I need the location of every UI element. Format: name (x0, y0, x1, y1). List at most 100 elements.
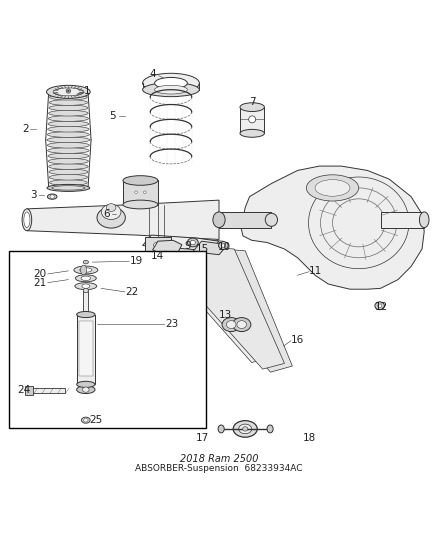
Ellipse shape (48, 153, 89, 159)
Text: 19: 19 (129, 256, 143, 266)
Text: 21: 21 (33, 278, 46, 288)
Ellipse shape (267, 425, 273, 433)
Ellipse shape (47, 132, 89, 138)
Text: 3: 3 (31, 190, 37, 200)
Ellipse shape (52, 185, 85, 190)
Ellipse shape (226, 321, 236, 328)
Ellipse shape (83, 261, 88, 264)
Ellipse shape (155, 77, 187, 89)
Polygon shape (27, 200, 219, 239)
Ellipse shape (50, 195, 54, 198)
Text: 7: 7 (249, 97, 255, 107)
Ellipse shape (47, 142, 89, 148)
Ellipse shape (97, 207, 125, 228)
Ellipse shape (82, 387, 89, 392)
Text: 2018 Ram 2500: 2018 Ram 2500 (180, 454, 258, 464)
Ellipse shape (48, 126, 89, 132)
Text: 11: 11 (308, 266, 321, 276)
Bar (25, 386, 32, 395)
Ellipse shape (213, 212, 225, 228)
Ellipse shape (81, 265, 87, 275)
Ellipse shape (81, 417, 90, 423)
Ellipse shape (53, 88, 84, 96)
Text: 4: 4 (150, 69, 156, 79)
Text: 23: 23 (165, 319, 178, 329)
Ellipse shape (375, 302, 385, 310)
Text: 2: 2 (23, 124, 29, 134)
Ellipse shape (74, 266, 98, 274)
Text: 13: 13 (219, 310, 232, 320)
Ellipse shape (306, 175, 359, 201)
Text: 15: 15 (196, 244, 209, 254)
Polygon shape (143, 235, 219, 251)
Ellipse shape (239, 424, 252, 434)
Ellipse shape (84, 418, 88, 422)
Polygon shape (149, 237, 274, 362)
Ellipse shape (48, 158, 88, 164)
Ellipse shape (243, 427, 248, 431)
Polygon shape (155, 251, 168, 263)
Text: 24: 24 (17, 385, 31, 394)
Ellipse shape (48, 116, 88, 122)
Ellipse shape (75, 275, 96, 282)
Text: 1: 1 (83, 86, 90, 96)
Ellipse shape (49, 100, 88, 106)
Ellipse shape (315, 180, 350, 196)
Bar (49, 92, 88, 188)
Ellipse shape (77, 381, 95, 387)
Text: 9: 9 (184, 240, 191, 251)
Ellipse shape (77, 386, 95, 393)
Polygon shape (170, 247, 292, 372)
Ellipse shape (49, 174, 88, 180)
Ellipse shape (378, 304, 382, 308)
Ellipse shape (187, 238, 198, 247)
Ellipse shape (24, 212, 30, 228)
Text: ABSORBER-Suspension  68233934AC: ABSORBER-Suspension 68233934AC (135, 464, 303, 473)
Ellipse shape (50, 185, 87, 191)
Polygon shape (193, 241, 228, 255)
Polygon shape (161, 246, 285, 369)
Ellipse shape (143, 74, 199, 93)
Text: 12: 12 (375, 302, 389, 312)
Text: 16: 16 (291, 335, 304, 345)
Ellipse shape (143, 83, 199, 96)
Bar (10, 251, 206, 428)
Ellipse shape (49, 105, 88, 111)
Ellipse shape (49, 180, 87, 185)
Polygon shape (241, 166, 424, 289)
Ellipse shape (221, 244, 226, 247)
Ellipse shape (67, 90, 69, 92)
Bar (123, 181, 158, 205)
Ellipse shape (123, 200, 158, 209)
Ellipse shape (49, 169, 88, 175)
Ellipse shape (144, 191, 146, 193)
Ellipse shape (420, 212, 429, 228)
Ellipse shape (46, 85, 90, 99)
Text: 20: 20 (33, 269, 46, 279)
Text: 17: 17 (196, 433, 209, 442)
Ellipse shape (81, 276, 91, 280)
Text: 18: 18 (303, 433, 316, 442)
Ellipse shape (80, 268, 92, 272)
Ellipse shape (308, 177, 409, 269)
Ellipse shape (101, 204, 121, 220)
Ellipse shape (219, 241, 228, 249)
Ellipse shape (190, 240, 195, 245)
Ellipse shape (47, 184, 90, 191)
Bar (77, 314, 95, 384)
Ellipse shape (47, 137, 90, 143)
Ellipse shape (123, 176, 158, 185)
Bar (381, 212, 424, 228)
Polygon shape (152, 240, 182, 254)
Ellipse shape (75, 282, 97, 289)
Ellipse shape (22, 209, 32, 231)
Ellipse shape (47, 194, 57, 199)
Ellipse shape (218, 425, 224, 433)
Bar (145, 237, 171, 253)
Ellipse shape (82, 284, 90, 288)
Ellipse shape (237, 321, 247, 328)
Ellipse shape (222, 318, 240, 332)
Ellipse shape (48, 121, 89, 127)
Ellipse shape (155, 85, 187, 94)
Text: 6: 6 (103, 209, 110, 219)
